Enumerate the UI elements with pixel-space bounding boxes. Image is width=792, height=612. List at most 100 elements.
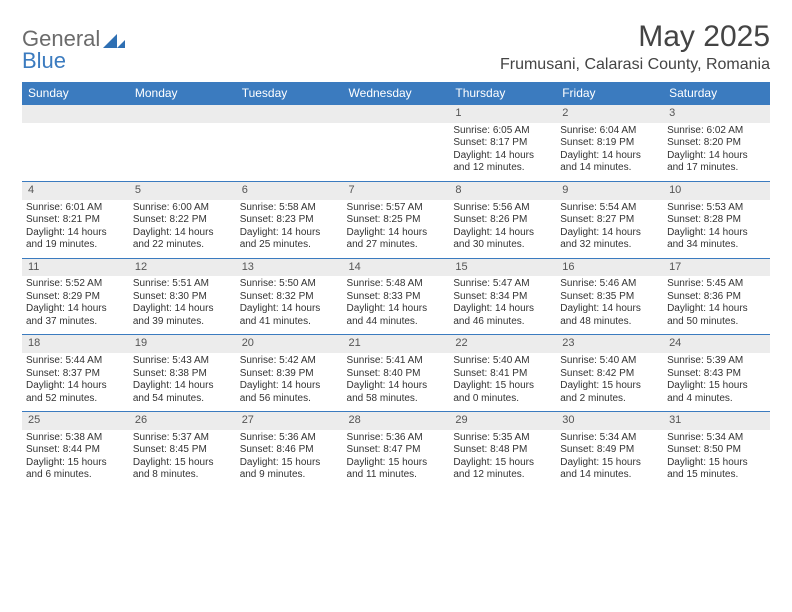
daylight-line: Daylight: 14 hours and 41 minutes. (240, 303, 339, 328)
sunrise-line: Sunrise: 5:34 AM (560, 432, 659, 445)
day-number: 29 (449, 412, 556, 430)
sunset-line: Sunset: 8:33 PM (347, 291, 446, 304)
day-number: 14 (343, 258, 450, 276)
daylight-line: Daylight: 14 hours and 32 minutes. (560, 227, 659, 252)
sunrise-line: Sunrise: 5:57 AM (347, 202, 446, 215)
cell-row: Sunrise: 6:05 AMSunset: 8:17 PMDaylight:… (22, 123, 770, 182)
sunset-line: Sunset: 8:26 PM (453, 214, 552, 227)
daylight-line: Daylight: 14 hours and 22 minutes. (133, 227, 232, 252)
day-number: 19 (129, 335, 236, 353)
day-number: 7 (343, 181, 450, 199)
day-cell (343, 123, 450, 182)
day-number: 21 (343, 335, 450, 353)
day-cell: Sunrise: 5:40 AMSunset: 8:41 PMDaylight:… (449, 353, 556, 412)
daylight-line: Daylight: 14 hours and 25 minutes. (240, 227, 339, 252)
sunrise-line: Sunrise: 5:40 AM (453, 355, 552, 368)
sunset-line: Sunset: 8:35 PM (560, 291, 659, 304)
daylight-line: Daylight: 14 hours and 58 minutes. (347, 380, 446, 405)
sunset-line: Sunset: 8:34 PM (453, 291, 552, 304)
day-cell: Sunrise: 5:57 AMSunset: 8:25 PMDaylight:… (343, 200, 450, 259)
day-cell: Sunrise: 5:51 AMSunset: 8:30 PMDaylight:… (129, 276, 236, 335)
sunset-line: Sunset: 8:47 PM (347, 444, 446, 457)
day-cell: Sunrise: 5:58 AMSunset: 8:23 PMDaylight:… (236, 200, 343, 259)
daylight-line: Daylight: 14 hours and 30 minutes. (453, 227, 552, 252)
sunset-line: Sunset: 8:30 PM (133, 291, 232, 304)
day-cell: Sunrise: 5:40 AMSunset: 8:42 PMDaylight:… (556, 353, 663, 412)
sunrise-line: Sunrise: 5:53 AM (667, 202, 766, 215)
day-cell: Sunrise: 5:35 AMSunset: 8:48 PMDaylight:… (449, 430, 556, 488)
sunrise-line: Sunrise: 5:40 AM (560, 355, 659, 368)
cell-row: Sunrise: 5:52 AMSunset: 8:29 PMDaylight:… (22, 276, 770, 335)
day-cell: Sunrise: 5:50 AMSunset: 8:32 PMDaylight:… (236, 276, 343, 335)
location: Frumusani, Calarasi County, Romania (500, 56, 770, 74)
daylight-line: Daylight: 14 hours and 44 minutes. (347, 303, 446, 328)
day-cell: Sunrise: 6:01 AMSunset: 8:21 PMDaylight:… (22, 200, 129, 259)
column-header: Saturday (663, 82, 770, 105)
sunrise-line: Sunrise: 5:36 AM (240, 432, 339, 445)
sunrise-line: Sunrise: 6:00 AM (133, 202, 232, 215)
daylight-line: Daylight: 15 hours and 8 minutes. (133, 457, 232, 482)
sunset-line: Sunset: 8:44 PM (26, 444, 125, 457)
sunset-line: Sunset: 8:41 PM (453, 368, 552, 381)
column-header: Friday (556, 82, 663, 105)
column-header: Monday (129, 82, 236, 105)
day-number: 26 (129, 412, 236, 430)
day-number: 25 (22, 412, 129, 430)
daylight-line: Daylight: 14 hours and 27 minutes. (347, 227, 446, 252)
sunset-line: Sunset: 8:19 PM (560, 137, 659, 150)
daylight-line: Daylight: 15 hours and 6 minutes. (26, 457, 125, 482)
day-cell: Sunrise: 5:46 AMSunset: 8:35 PMDaylight:… (556, 276, 663, 335)
day-cell: Sunrise: 5:36 AMSunset: 8:47 PMDaylight:… (343, 430, 450, 488)
daylight-line: Daylight: 14 hours and 39 minutes. (133, 303, 232, 328)
day-number: 11 (22, 258, 129, 276)
day-number (22, 105, 129, 123)
sunrise-line: Sunrise: 5:46 AM (560, 278, 659, 291)
calendar-body: 12 3Sunrise: 6:05 AMSunset: 8:17 PMDaylig… (22, 105, 770, 488)
sunrise-line: Sunrise: 5:47 AM (453, 278, 552, 291)
day-cell: Sunrise: 5:41 AMSunset: 8:40 PMDaylight:… (343, 353, 450, 412)
cell-row: Sunrise: 5:38 AMSunset: 8:44 PMDaylight:… (22, 430, 770, 488)
sunrise-line: Sunrise: 5:45 AM (667, 278, 766, 291)
header: General May 2025 Frumusani, Calarasi Cou… (22, 20, 770, 74)
cell-row: Sunrise: 5:44 AMSunset: 8:37 PMDaylight:… (22, 353, 770, 412)
daylight-line: Daylight: 14 hours and 50 minutes. (667, 303, 766, 328)
day-cell: Sunrise: 6:04 AMSunset: 8:19 PMDaylight:… (556, 123, 663, 182)
title-block: May 2025 Frumusani, Calarasi County, Rom… (500, 20, 770, 74)
sunset-line: Sunset: 8:17 PM (453, 137, 552, 150)
day-cell: Sunrise: 6:02 AMSunset: 8:20 PMDaylight:… (663, 123, 770, 182)
sunset-line: Sunset: 8:32 PM (240, 291, 339, 304)
day-number: 30 (556, 412, 663, 430)
sunset-line: Sunset: 8:45 PM (133, 444, 232, 457)
sunset-line: Sunset: 8:36 PM (667, 291, 766, 304)
sunset-line: Sunset: 8:21 PM (26, 214, 125, 227)
day-number: 5 (129, 181, 236, 199)
sunrise-line: Sunrise: 5:58 AM (240, 202, 339, 215)
page-title: May 2025 (500, 20, 770, 54)
sunrise-line: Sunrise: 6:01 AM (26, 202, 125, 215)
sunrise-line: Sunrise: 5:34 AM (667, 432, 766, 445)
day-cell: Sunrise: 5:37 AMSunset: 8:45 PMDaylight:… (129, 430, 236, 488)
sunset-line: Sunset: 8:27 PM (560, 214, 659, 227)
column-header: Sunday (22, 82, 129, 105)
day-number: 27 (236, 412, 343, 430)
day-cell: Sunrise: 5:47 AMSunset: 8:34 PMDaylight:… (449, 276, 556, 335)
sunset-line: Sunset: 8:25 PM (347, 214, 446, 227)
daylight-line: Daylight: 15 hours and 15 minutes. (667, 457, 766, 482)
day-number: 3 (663, 105, 770, 123)
day-number: 15 (449, 258, 556, 276)
column-header: Thursday (449, 82, 556, 105)
daylight-line: Daylight: 14 hours and 34 minutes. (667, 227, 766, 252)
sunset-line: Sunset: 8:29 PM (26, 291, 125, 304)
day-number: 2 (556, 105, 663, 123)
day-number: 12 (129, 258, 236, 276)
sunrise-line: Sunrise: 5:36 AM (347, 432, 446, 445)
sunrise-line: Sunrise: 5:43 AM (133, 355, 232, 368)
sunrise-line: Sunrise: 5:56 AM (453, 202, 552, 215)
daylight-line: Daylight: 15 hours and 2 minutes. (560, 380, 659, 405)
daylight-line: Daylight: 14 hours and 37 minutes. (26, 303, 125, 328)
day-cell (22, 123, 129, 182)
day-number: 13 (236, 258, 343, 276)
sunrise-line: Sunrise: 5:51 AM (133, 278, 232, 291)
sunset-line: Sunset: 8:46 PM (240, 444, 339, 457)
day-number: 31 (663, 412, 770, 430)
